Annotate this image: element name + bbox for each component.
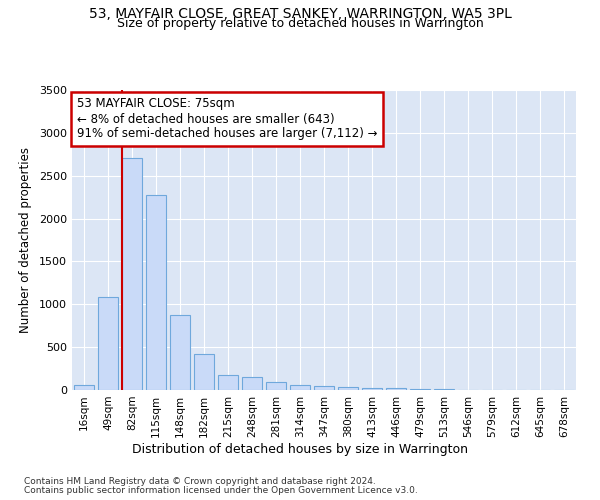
Bar: [266, 382, 286, 390]
Text: Contains HM Land Registry data © Crown copyright and database right 2024.: Contains HM Land Registry data © Crown c…: [24, 478, 376, 486]
Bar: [218, 375, 238, 390]
Bar: [410, 389, 430, 390]
Bar: [170, 316, 190, 390]
Bar: [194, 354, 214, 390]
Bar: [98, 296, 118, 390]
Y-axis label: Number of detached properties: Number of detached properties: [19, 147, 32, 333]
Text: Size of property relative to detached houses in Warrington: Size of property relative to detached ho…: [116, 18, 484, 30]
Bar: [314, 386, 334, 390]
Bar: [338, 386, 358, 390]
Bar: [242, 376, 262, 390]
Text: Distribution of detached houses by size in Warrington: Distribution of detached houses by size …: [132, 442, 468, 456]
Text: Contains public sector information licensed under the Open Government Licence v3: Contains public sector information licen…: [24, 486, 418, 495]
Bar: [146, 196, 166, 390]
Bar: [122, 158, 142, 390]
Bar: [362, 388, 382, 390]
Bar: [290, 385, 310, 390]
Text: 53 MAYFAIR CLOSE: 75sqm
← 8% of detached houses are smaller (643)
91% of semi-de: 53 MAYFAIR CLOSE: 75sqm ← 8% of detached…: [77, 98, 377, 140]
Bar: [74, 386, 94, 390]
Bar: [386, 388, 406, 390]
Text: 53, MAYFAIR CLOSE, GREAT SANKEY, WARRINGTON, WA5 3PL: 53, MAYFAIR CLOSE, GREAT SANKEY, WARRING…: [89, 8, 511, 22]
